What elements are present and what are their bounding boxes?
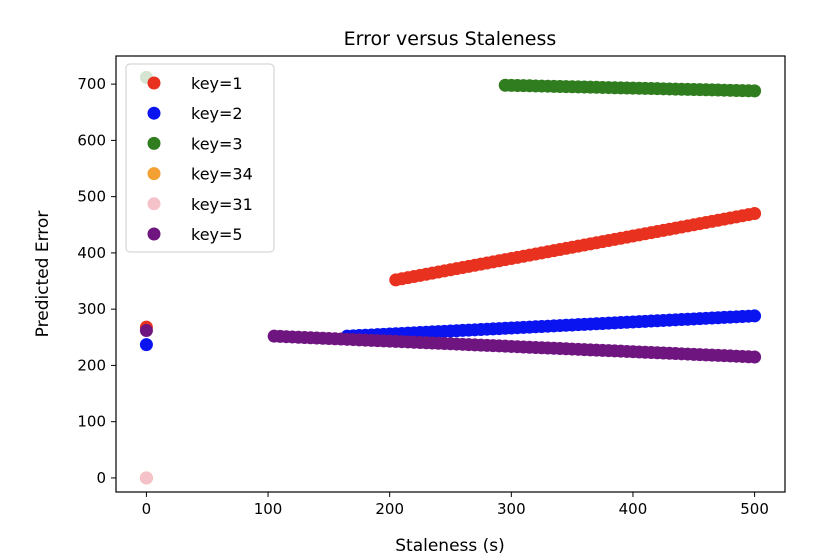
x-tick-label: 100 bbox=[254, 500, 283, 518]
legend-entry: key=1 bbox=[147, 74, 243, 93]
x-tick-label: 400 bbox=[619, 500, 648, 518]
series-key=1 bbox=[139, 207, 762, 334]
data-point bbox=[748, 309, 762, 323]
legend-entry: key=5 bbox=[147, 225, 243, 244]
legend-label: key=1 bbox=[191, 74, 243, 93]
legend-entries: key=1 key=2 key=3 key=34 key=31 key=5 bbox=[147, 74, 253, 244]
legend-marker bbox=[147, 136, 161, 150]
legend-label: key=34 bbox=[191, 165, 253, 184]
series-key=5 bbox=[139, 324, 762, 364]
legend-box bbox=[125, 63, 275, 253]
data-point bbox=[748, 84, 762, 98]
legend-marker bbox=[147, 227, 161, 241]
legend-marker bbox=[147, 167, 161, 181]
y-tick-label: 100 bbox=[77, 413, 106, 431]
series-key=3 bbox=[139, 70, 762, 98]
x-tick-label: 300 bbox=[497, 500, 526, 518]
legend-entry: key=31 bbox=[147, 195, 253, 214]
legend-label: key=2 bbox=[191, 104, 243, 123]
data-point bbox=[139, 471, 153, 485]
legend: key=1 key=2 key=3 key=34 key=31 key=5 bbox=[125, 63, 275, 253]
data-point bbox=[748, 207, 762, 221]
x-axis-label: Staleness (s) bbox=[395, 536, 505, 556]
y-tick-label: 700 bbox=[77, 75, 106, 93]
x-tick-label: 500 bbox=[740, 500, 769, 518]
y-tick-label: 500 bbox=[77, 188, 106, 206]
y-tick-label: 300 bbox=[77, 300, 106, 318]
legend-entry: key=34 bbox=[147, 165, 253, 184]
legend-marker bbox=[147, 106, 161, 120]
y-tick-label: 0 bbox=[96, 469, 106, 487]
legend-label: key=31 bbox=[191, 195, 253, 214]
x-tick-label: 0 bbox=[142, 500, 152, 518]
y-tick-label: 600 bbox=[77, 131, 106, 149]
legend-label: key=5 bbox=[191, 225, 243, 244]
plot-frame bbox=[115, 55, 786, 493]
series-key=31 bbox=[139, 471, 153, 485]
legend-marker bbox=[147, 76, 161, 90]
chart-title: Error versus Staleness bbox=[344, 28, 557, 50]
y-tick-label: 200 bbox=[77, 356, 106, 374]
legend-entry: key=3 bbox=[147, 134, 243, 153]
y-axis-label: Predicted Error bbox=[33, 211, 53, 338]
data-point bbox=[748, 350, 762, 364]
x-tick-label: 200 bbox=[375, 500, 404, 518]
legend-label: key=3 bbox=[191, 134, 243, 153]
legend-entry: key=2 bbox=[147, 104, 243, 123]
legend-marker bbox=[147, 197, 161, 211]
y-tick-label: 400 bbox=[77, 244, 106, 262]
y-axis: 0 100 200 300 400 500 600 700 bbox=[77, 75, 116, 487]
x-axis: 0 100 200 300 400 500 bbox=[142, 492, 769, 518]
data-points bbox=[139, 70, 762, 485]
data-point bbox=[139, 338, 153, 352]
data-point bbox=[139, 324, 153, 338]
